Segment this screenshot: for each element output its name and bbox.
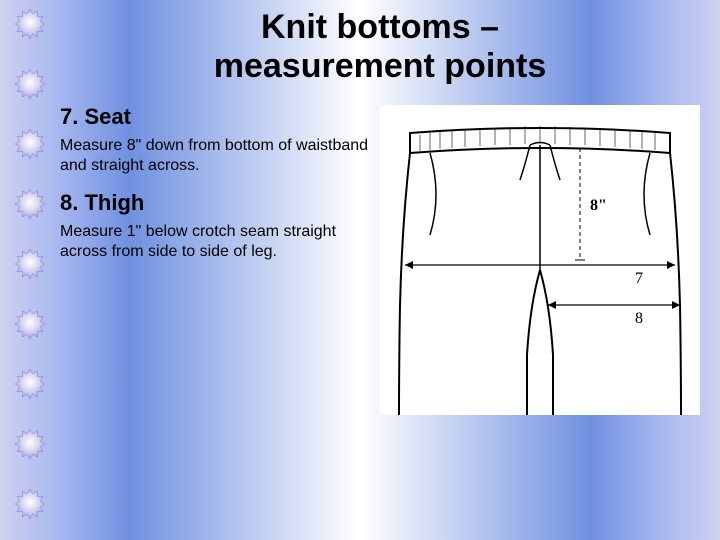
right-outseam	[670, 153, 681, 415]
star-bullet-icon	[14, 428, 46, 460]
drawstring-left	[520, 145, 530, 180]
left-inseam	[527, 270, 540, 415]
pants-svg: 8" 7 8	[380, 105, 700, 415]
star-bullet-icon	[14, 248, 46, 280]
page-title: Knit bottoms – measurement points	[60, 8, 700, 86]
label-8in: 8"	[590, 197, 607, 214]
star-bullet-icon	[14, 308, 46, 340]
left-pocket	[430, 153, 436, 235]
seat-arrow-left	[405, 261, 413, 269]
section-body-thigh: Measure 1" below crotch seam straight ac…	[60, 222, 380, 262]
thigh-arrow-left	[548, 301, 556, 309]
star-bullet-icon	[14, 188, 46, 220]
label-7: 7	[635, 270, 643, 287]
star-bullet-icon	[14, 488, 46, 520]
pants-diagram: 8" 7 8	[380, 105, 700, 415]
section-heading-thigh: 8. Thigh	[60, 190, 380, 216]
seat-arrow-right	[667, 261, 675, 269]
star-bullet-icon	[14, 368, 46, 400]
label-8: 8	[635, 310, 643, 327]
star-bullet-icon	[14, 68, 46, 100]
right-pocket	[644, 153, 650, 235]
title-line-1: Knit bottoms –	[261, 8, 499, 46]
text-column: 7. Seat Measure 8" down from bottom of w…	[60, 104, 380, 262]
section-heading-seat: 7. Seat	[60, 104, 380, 130]
title-line-2: measurement points	[214, 47, 547, 85]
section-body-seat: Measure 8" down from bottom of waistband…	[60, 136, 380, 176]
bullet-column	[10, 0, 50, 520]
star-bullet-icon	[14, 8, 46, 40]
drawstring-right	[550, 145, 560, 180]
star-bullet-icon	[14, 128, 46, 160]
right-inseam	[540, 270, 553, 415]
left-outseam	[399, 153, 410, 415]
thigh-arrow-right	[672, 301, 680, 309]
